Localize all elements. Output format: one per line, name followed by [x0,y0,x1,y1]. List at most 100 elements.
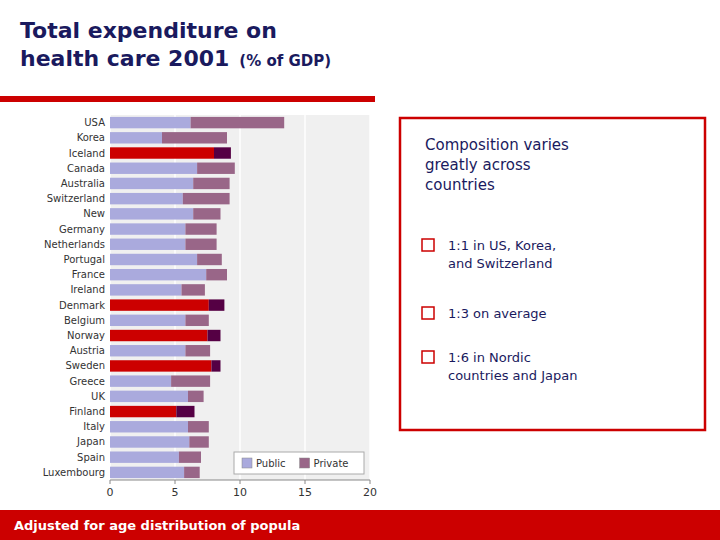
bullet-marker [422,239,434,251]
category-label: New [83,208,105,219]
bar-segment [206,269,227,280]
bar-segment [209,299,225,310]
category-label: Korea [77,132,105,143]
category-label: Luxembourg [43,467,105,478]
category-label: Iceland [69,148,105,159]
text-line: countries [425,176,495,194]
tick-label: 15 [298,486,312,499]
bullet-marker [422,351,434,363]
bar-segment [182,284,205,295]
bar-segment [110,360,211,371]
bar-segment [110,330,208,341]
grid-line [369,115,371,480]
x-axis: 05101520 [107,480,378,499]
legend-swatch [300,458,310,468]
annotation-bullet: 1:6 in Nordiccountries and Japan [448,350,577,383]
bar-segment [110,284,182,295]
title-group: Total expenditure on health care 2001 (% o… [20,18,331,71]
tick-label: 20 [363,486,377,499]
bar-segment [197,163,235,174]
legend-label: Public [256,458,286,469]
category-label: Norway [67,330,105,341]
bar-segment [110,193,183,204]
bar-segment [110,117,191,128]
text-line: greatly across [425,156,531,174]
category-label: Spain [77,452,105,463]
tick-label: 10 [233,486,247,499]
grid-line [239,115,241,480]
category-label: Australia [61,178,105,189]
bar-segment [162,132,227,143]
category-label: USA [84,117,105,128]
category-label: Netherlands [44,239,105,250]
bar-segment [197,254,222,265]
text-line: 1:3 on average [448,306,547,321]
category-label: UK [91,391,105,402]
bar-segment [110,375,171,386]
text-line: Total expenditure on [20,18,277,43]
bar-segment [193,178,229,189]
bar-segment [208,330,221,341]
footer-text: Adjusted for age distribution of popula [14,518,300,533]
annotation-title: Composition varies greatly across countrie… [425,136,569,194]
tick-mark [175,480,176,484]
subtitle: (% of GDP) [239,52,331,70]
bar-segment [176,406,194,417]
bar-segment [211,360,220,371]
text-line: health care 2001 [20,46,229,71]
bar-segment [183,193,230,204]
bar-segment [110,269,206,280]
category-label: Japan [76,436,105,447]
legend-swatch [242,458,252,468]
bar-segment [110,436,189,447]
category-label: Belgium [64,315,105,326]
bar-segment [185,223,216,234]
chart: Total expenditure on health care 2001 (% o… [0,0,720,540]
bar-segment [189,436,209,447]
bar-segment [110,132,162,143]
bar-segment [185,315,208,326]
annotation-bullet: 1:1 in US, Korea, and Switzerland [448,238,556,271]
annotation-bullet: 1:3 on average [448,306,547,321]
category-label: Switzerland [47,193,105,204]
bullet-marker [422,307,434,319]
bar-segment [110,223,185,234]
axis-line [110,480,370,481]
grid [110,115,370,480]
bar-segment [184,467,200,478]
bar-segment [188,391,204,402]
category-label: Austria [70,345,105,356]
bar-segment [110,421,188,432]
footer: Adjusted for age distribution of popula [0,510,720,540]
text-line: and Switzerland [448,256,552,271]
bar-segment [110,208,193,219]
bars [110,117,284,478]
category-label: France [72,269,105,280]
footer-bar [0,510,720,540]
category-label: Sweden [65,360,105,371]
tick-label: 5 [172,486,179,499]
bar-segment [110,391,188,402]
bar-segment [214,147,231,158]
category-label: Ireland [70,284,105,295]
text-line: 1:1 in US, Korea, [448,238,556,253]
text-line: Composition varies [425,136,569,154]
bar-segment [110,163,197,174]
bar-segment [110,178,193,189]
bar-segment [185,239,216,250]
category-label: Germany [59,224,105,235]
bar-segment [110,254,197,265]
category-label: Portugal [64,254,105,265]
bar-segment [193,208,220,219]
tick-mark [110,480,111,484]
bar-segment [110,239,185,250]
bar-segment [110,299,209,310]
annotation-box: Composition varies greatly across countrie… [400,118,705,430]
tick-mark [305,480,306,484]
category-label: Italy [83,421,105,432]
bar-segment [110,345,185,356]
text-line: 1:6 in Nordic [448,350,531,365]
bar-segment [110,315,185,326]
category-label: Greece [69,376,105,387]
tick-mark [370,480,371,484]
